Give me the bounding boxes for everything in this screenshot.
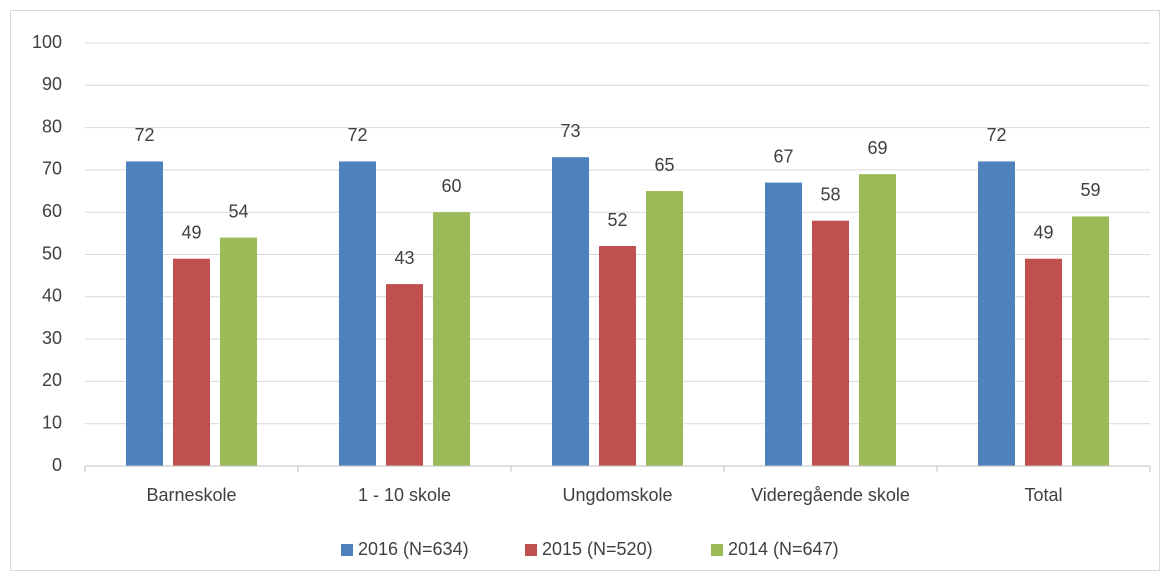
legend-swatch [711,544,723,556]
bar [173,258,210,466]
data-label: 72 [347,125,367,145]
x-tick-label: Total [1024,485,1062,505]
bar [978,161,1015,466]
data-label: 69 [867,138,887,158]
legend-swatch [525,544,537,556]
legend-label: 2016 (N=634) [358,539,469,559]
bar [1025,258,1062,466]
y-tick-label: 30 [42,328,62,348]
bar [1072,216,1109,466]
bar [126,161,163,466]
y-tick-label: 0 [52,455,62,475]
bar [646,191,683,467]
data-label: 49 [181,222,201,242]
y-tick-label: 80 [42,116,62,136]
legend-label: 2014 (N=647) [728,539,839,559]
x-tick-label: Videregående skole [751,485,910,505]
bar [220,237,257,466]
legend-label: 2015 (N=520) [542,539,653,559]
x-tick-label: Ungdomskole [562,485,672,505]
y-tick-label: 70 [42,159,62,179]
data-label: 73 [560,121,580,141]
bar [339,161,376,466]
bar [765,182,802,466]
data-label: 59 [1080,180,1100,200]
y-tick-label: 60 [42,201,62,221]
bar [552,157,589,466]
bar [433,212,470,466]
data-label: 60 [441,176,461,196]
data-label: 52 [607,210,627,230]
x-tick-label: 1 - 10 skole [358,485,451,505]
data-label: 49 [1033,222,1053,242]
y-tick-label: 90 [42,74,62,94]
data-label: 54 [228,201,248,221]
x-tick-label: Barneskole [146,485,236,505]
data-label: 65 [654,155,674,175]
data-label: 72 [986,125,1006,145]
bar [859,174,896,466]
y-tick-label: 100 [32,32,62,52]
data-label: 67 [773,146,793,166]
y-tick-label: 10 [42,412,62,432]
y-tick-label: 40 [42,286,62,306]
data-label: 72 [134,125,154,145]
bar [599,246,636,466]
legend-swatch [341,544,353,556]
data-label: 43 [394,248,414,268]
y-tick-label: 20 [42,370,62,390]
bar [812,220,849,466]
data-label: 58 [820,184,840,204]
bar [386,284,423,466]
y-tick-label: 50 [42,243,62,263]
